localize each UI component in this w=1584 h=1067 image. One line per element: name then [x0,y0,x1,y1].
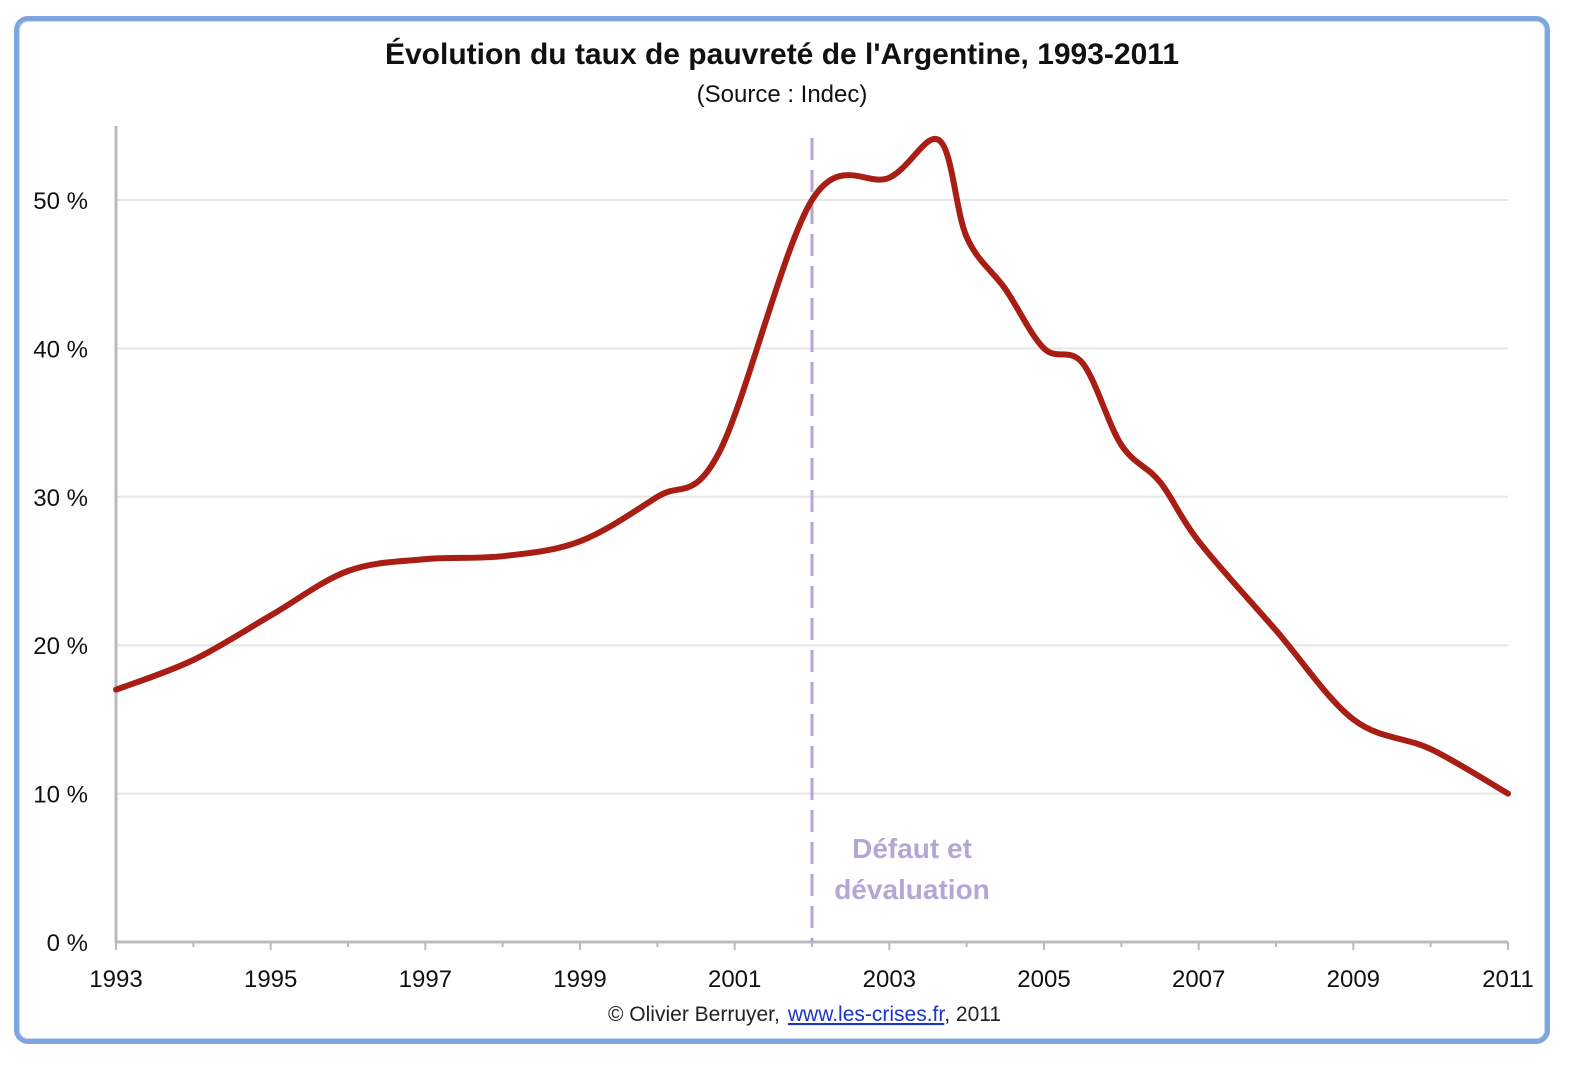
chart-subtitle: (Source : Indec) [697,81,868,108]
x-tick-label: 2011 [1482,966,1534,993]
chart-frame [14,16,1550,1044]
y-tick-label: 40 % [33,336,88,363]
credit-prefix: © Olivier Berruyer, [608,1003,780,1026]
x-tick-label: 1997 [399,966,452,993]
credit-suffix: , 2011 [944,1003,1001,1026]
x-tick-label: 2005 [1017,966,1070,993]
x-tick-label: 2003 [863,966,916,993]
y-tick-label: 10 % [33,782,88,809]
y-tick-label: 20 % [33,633,88,660]
annotation-line-2: dévaluation [834,874,990,905]
credit-link[interactable]: www.les-crises.fr [787,1003,946,1026]
x-axis-ticks: 1993 1995 1997 1999 2001 2003 2005 2007 2009 2011 [89,942,1534,993]
x-tick-label: 2009 [1327,966,1380,993]
y-tick-label: 30 % [33,485,88,512]
y-tick-label: 50 % [33,188,88,215]
annotation-line-1: Défaut et [852,833,972,864]
poverty-rate-line [113,136,1511,797]
chart-title: Évolution du taux de pauvreté de l'Argen… [385,37,1179,71]
x-tick-label: 1995 [244,966,297,993]
x-tick-label: 1993 [89,966,142,993]
y-axis-ticks: 0 % 10 % 20 % 30 % 40 % 50 % [33,188,88,957]
credit-line: © Olivier Berruyer, www.les-crises.fr, 20… [608,1003,1001,1026]
x-tick-label: 1999 [553,966,606,993]
x-tick-label: 2001 [708,966,761,993]
y-tick-label: 0 % [47,930,88,957]
x-tick-label: 2007 [1172,966,1225,993]
